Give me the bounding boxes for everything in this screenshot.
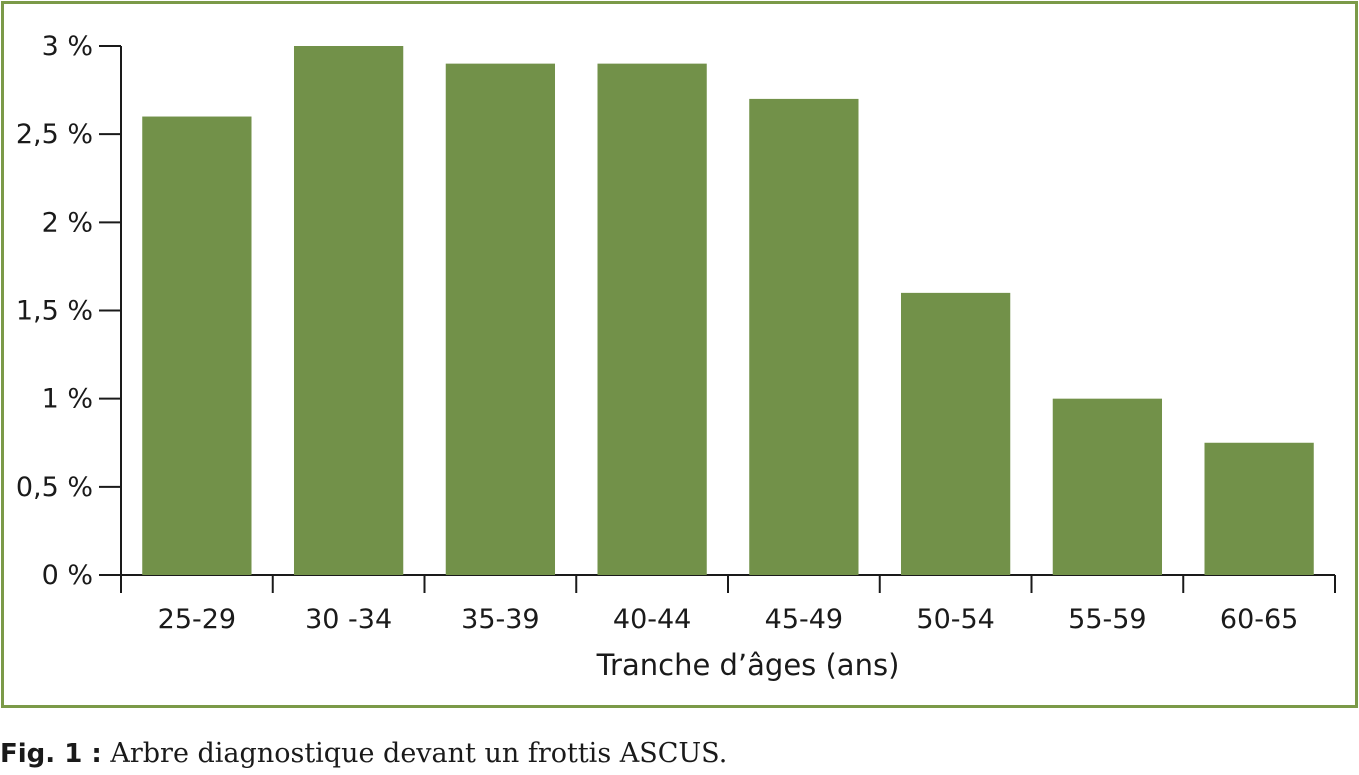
bar-60-65 — [1204, 442, 1314, 575]
y-tick-label: 2,5 % — [16, 119, 93, 150]
y-axis: 0 % 0,5 % 1 % 1,5 % 2 % 2,5 % 3 % — [16, 31, 122, 591]
bar-30-34 — [293, 46, 404, 575]
bar-40-44 — [597, 63, 707, 576]
bar-25-29 — [142, 116, 252, 576]
figure-label: Fig. 1 : — [0, 739, 102, 769]
x-tick-label: 45-49 — [765, 604, 843, 635]
y-tick-label: 3 % — [42, 31, 93, 62]
y-tick-label: 0,5 % — [16, 472, 93, 503]
figure-caption-text: Arbre diagnostique devant un frottis ASC… — [110, 738, 728, 769]
chart-frame — [1, 1, 1358, 708]
bar-45-49 — [749, 98, 859, 576]
bars — [142, 46, 1314, 576]
bar-35-39 — [445, 63, 556, 576]
x-tick-label: 60-65 — [1220, 604, 1298, 635]
x-axis: 25-29 30 -34 35-39 40-44 45-49 50-54 55-59 60-6… — [120, 574, 1336, 635]
x-tick-label: 50-54 — [916, 604, 994, 635]
x-tick-label: 55-59 — [1068, 604, 1146, 635]
y-tick-label: 1,5 % — [16, 296, 93, 327]
x-tick-label: 35-39 — [461, 604, 539, 635]
y-tick-label: 1 % — [42, 384, 93, 415]
bar-chart: 0 % 0,5 % 1 % 1,5 % 2 % 2,5 % 3 % 25-29 30 -34 3… — [16, 31, 1336, 682]
y-tick-label: 0 % — [42, 560, 93, 591]
bar-55-59 — [1052, 398, 1163, 575]
x-tick-label: 40-44 — [613, 604, 691, 635]
x-tick-label: 25-29 — [158, 604, 236, 635]
x-tick-label: 30 -34 — [305, 604, 392, 635]
figure-caption: Fig. 1 : Arbre diagnostique devant un fr… — [0, 738, 727, 769]
x-axis-title: Tranche d’âges (ans) — [596, 648, 900, 682]
bar-50-54 — [900, 292, 1011, 575]
y-tick-label: 2 % — [42, 207, 93, 238]
